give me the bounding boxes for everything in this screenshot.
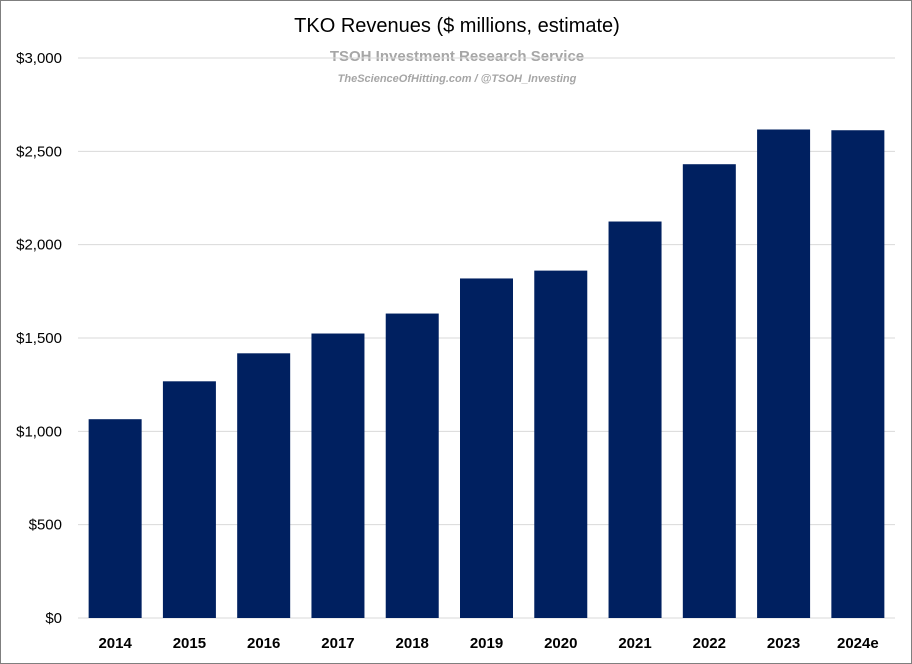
- y-tick-label: $3,000: [16, 50, 62, 67]
- y-tick-label: $500: [29, 517, 62, 534]
- x-tick-label: 2017: [321, 635, 354, 652]
- bar-2016: [237, 353, 291, 618]
- x-tick-label: 2019: [470, 635, 503, 652]
- bar-2018: [385, 313, 439, 618]
- y-tick-label: $0: [45, 610, 62, 627]
- bar-2019: [460, 278, 513, 618]
- bar-2014: [88, 419, 142, 618]
- bars: [88, 129, 885, 619]
- bar-2020: [534, 270, 588, 618]
- x-tick-label: 2014: [98, 635, 132, 652]
- x-tick-label: 2022: [693, 635, 726, 652]
- y-tick-label: $1,500: [16, 330, 62, 347]
- x-tick-label: 2016: [247, 635, 280, 652]
- chart-credit: TheScienceOfHitting.com / @TSOH_Investin…: [337, 73, 577, 85]
- bar-2022: [682, 164, 736, 619]
- chart-title: TKO Revenues ($ millions, estimate): [294, 15, 620, 37]
- x-tick-label: 2015: [173, 635, 206, 652]
- bar-2021: [608, 221, 662, 618]
- chart-subtitle: TSOH Investment Research Service: [329, 48, 585, 65]
- x-tick-label: 2023: [767, 635, 800, 652]
- y-tick-label: $2,000: [16, 237, 62, 254]
- bar-2024e: [831, 130, 885, 619]
- x-tick-label: 2021: [618, 635, 651, 652]
- bar-2017: [311, 333, 365, 618]
- x-tick-label: 2020: [544, 635, 577, 652]
- x-axis-ticks: 2014 2015 2016 2017 2018 2019 2020 2021 2022 2023…: [98, 635, 878, 652]
- bar-2015: [162, 381, 216, 618]
- y-axis-ticks: $0 $500 $1,000 $1,500 $2,000 $2,500 $3,000: [16, 50, 62, 627]
- y-tick-label: $2,500: [16, 143, 62, 160]
- y-tick-label: $1,000: [16, 423, 62, 440]
- bar-2023: [757, 129, 811, 618]
- x-tick-label: 2018: [396, 635, 429, 652]
- x-tick-label: 2024e: [837, 635, 879, 652]
